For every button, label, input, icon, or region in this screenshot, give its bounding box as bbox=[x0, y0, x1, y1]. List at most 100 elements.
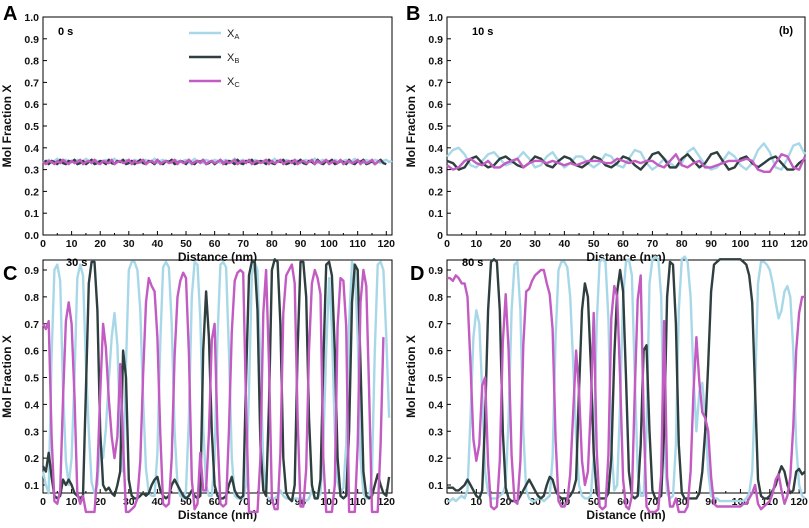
y-tick-label: 0.6 bbox=[428, 99, 443, 111]
x-tick-label: 40 bbox=[152, 238, 164, 250]
x-tick-label: 120 bbox=[378, 238, 396, 250]
y-tick-label: 0.7 bbox=[428, 319, 443, 331]
y-tick-label: 0.7 bbox=[24, 319, 39, 331]
y-tick-label: 0.0 bbox=[24, 230, 39, 242]
x-axis-label: Distance (nm) bbox=[178, 508, 257, 522]
panel-letter: A bbox=[3, 3, 17, 25]
x-tick-label: 100 bbox=[320, 496, 338, 508]
y-tick-label: 0.4 bbox=[428, 143, 443, 155]
y-tick-label: 0.8 bbox=[428, 292, 443, 304]
y-tick-label: 0.4 bbox=[428, 399, 443, 411]
series-line-XC bbox=[446, 153, 807, 174]
y-tick-label: 0.9 bbox=[24, 34, 39, 46]
legend-label: XA bbox=[227, 28, 239, 41]
y-tick-label: 1.0 bbox=[428, 12, 443, 24]
x-tick-label: 20 bbox=[94, 496, 106, 508]
y-tick-label: 0.5 bbox=[24, 373, 39, 385]
y-tick-label: 0.6 bbox=[428, 346, 443, 358]
y-tick-label: 0.8 bbox=[24, 292, 39, 304]
x-axis-label: Distance (nm) bbox=[586, 508, 665, 522]
x-tick-label: 60 bbox=[617, 496, 629, 508]
y-axis-label: Mol Fraction X bbox=[404, 335, 418, 418]
x-tick-label: 20 bbox=[500, 496, 512, 508]
y-tick-label: 0.5 bbox=[428, 121, 443, 133]
y-tick-label: 0.2 bbox=[24, 453, 39, 465]
panel-letter: B bbox=[406, 3, 420, 25]
series-line-XB bbox=[446, 150, 806, 171]
series-line-XC bbox=[41, 263, 385, 514]
time-annotation: 80 s bbox=[462, 257, 483, 269]
y-tick-label: 0.1 bbox=[24, 480, 39, 492]
x-tick-label: 60 bbox=[209, 238, 221, 250]
x-tick-label: 50 bbox=[588, 496, 600, 508]
x-tick-label: 70 bbox=[647, 496, 659, 508]
x-tick-label: 60 bbox=[209, 496, 221, 508]
x-tick-label: 110 bbox=[349, 496, 366, 508]
y-tick-label: 0.6 bbox=[24, 99, 39, 111]
panel-B: 0 10 20 30 40 50 60 70 80 90 100 110 120 0 0.1 0.2 0.3 0.… bbox=[404, 3, 808, 264]
legend-label: XC bbox=[227, 76, 240, 89]
y-tick-label: 0.2 bbox=[428, 186, 443, 198]
x-tick-label: 70 bbox=[647, 238, 659, 250]
x-tick-label: 90 bbox=[295, 238, 307, 250]
x-axis-label: Distance (nm) bbox=[178, 250, 257, 264]
legend: XA XB XC bbox=[189, 28, 240, 89]
x-tick-label: 120 bbox=[790, 496, 808, 508]
y-tick-label: 0.7 bbox=[428, 77, 443, 89]
panel-C: 0 10 20 30 40 50 60 70 80 90 100 110 1200.10.20.30.4… bbox=[0, 257, 395, 522]
y-tick-label: 1.0 bbox=[24, 12, 39, 24]
x-tick-label: 80 bbox=[676, 496, 688, 508]
x-tick-label: 120 bbox=[378, 496, 396, 508]
x-tick-label: 20 bbox=[94, 238, 106, 250]
x-tick-label: 100 bbox=[732, 238, 750, 250]
x-tick-label: 100 bbox=[320, 238, 338, 250]
y-tick-label: 0.1 bbox=[24, 208, 39, 220]
x-tick-label: 110 bbox=[761, 238, 778, 250]
x-tick-label: 70 bbox=[237, 496, 249, 508]
x-tick-label: 30 bbox=[529, 238, 541, 250]
x-tick-label: 0 bbox=[444, 238, 450, 250]
x-tick-label: 80 bbox=[266, 238, 278, 250]
y-tick-label: 0.7 bbox=[24, 77, 39, 89]
x-tick-label: 10 bbox=[66, 496, 78, 508]
panel-letter: C bbox=[3, 263, 17, 285]
plot-frame bbox=[446, 259, 806, 494]
time-annotation: 30 s bbox=[66, 257, 87, 269]
y-tick-label: 0.3 bbox=[428, 426, 443, 438]
series-line-XB bbox=[41, 258, 391, 503]
y-tick-label: 0.4 bbox=[24, 399, 39, 411]
y-tick-label: 0.6 bbox=[24, 346, 39, 358]
y-axis-label: Mol Fraction X bbox=[404, 85, 418, 168]
y-tick-label: 0.4 bbox=[24, 143, 39, 155]
y-tick-label: 0.3 bbox=[24, 426, 39, 438]
y-tick-label: 0.5 bbox=[428, 373, 443, 385]
x-tick-label: 110 bbox=[349, 238, 366, 250]
y-tick-label: 0.2 bbox=[428, 453, 443, 465]
y-tick-label: 0.9 bbox=[428, 265, 443, 277]
y-tick-label: 0.5 bbox=[24, 121, 39, 133]
time-annotation: 10 s bbox=[472, 26, 493, 38]
x-tick-label: 0 bbox=[40, 496, 46, 508]
y-tick-label: 0.1 bbox=[428, 208, 443, 220]
x-tick-label: 120 bbox=[790, 238, 808, 250]
corner-tag: (b) bbox=[779, 25, 793, 37]
x-tick-label: 50 bbox=[588, 238, 600, 250]
y-tick-label: 0.8 bbox=[24, 56, 39, 68]
series-line-XB bbox=[447, 258, 806, 503]
legend-label: XB bbox=[227, 52, 239, 65]
y-tick-label: 0.2 bbox=[24, 186, 39, 198]
time-annotation: 0 s bbox=[58, 26, 73, 38]
x-tick-label: 10 bbox=[471, 238, 483, 250]
x-tick-label: 0 bbox=[40, 238, 46, 250]
y-axis-label: Mol Fraction X bbox=[0, 85, 14, 168]
x-tick-label: 90 bbox=[705, 238, 717, 250]
series-line-XA bbox=[447, 255, 806, 503]
y-tick-label: 0.9 bbox=[428, 34, 443, 46]
y-tick-label: 0 bbox=[437, 230, 443, 242]
x-tick-label: 20 bbox=[500, 238, 512, 250]
y-tick-label: 0.3 bbox=[428, 165, 443, 177]
x-tick-label: 30 bbox=[123, 496, 135, 508]
series-line-XC bbox=[42, 158, 382, 166]
x-tick-label: 10 bbox=[471, 496, 483, 508]
